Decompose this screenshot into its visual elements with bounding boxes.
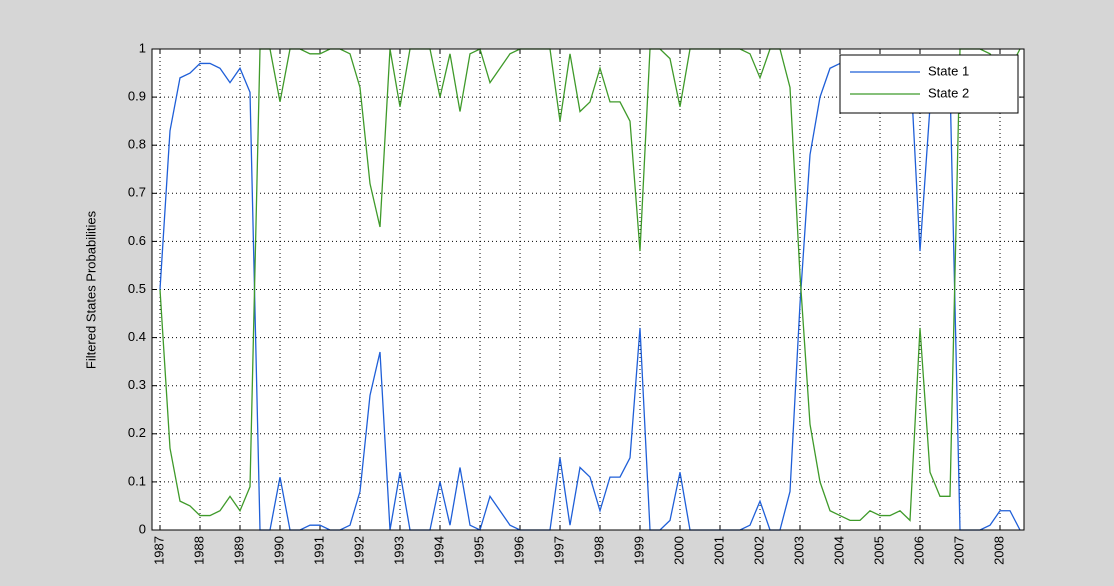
y-tick-label: 0.3 — [128, 377, 146, 392]
x-tick-label: 2002 — [751, 536, 766, 565]
y-tick-label: 0.9 — [128, 89, 146, 104]
axes-box — [151, 48, 1025, 531]
x-tick-label: 2006 — [911, 536, 926, 565]
x-tick-label: 1987 — [151, 536, 166, 565]
y-tick-label: 0.1 — [128, 473, 146, 488]
series-line — [159, 48, 1021, 522]
x-tick-label: 1998 — [591, 536, 606, 565]
x-tick-label: 1990 — [271, 536, 286, 565]
x-tick-label: 1997 — [551, 536, 566, 565]
y-tick-label: 0.4 — [128, 329, 146, 344]
y-tick-label: 0.6 — [128, 233, 146, 248]
x-tick-label: 2007 — [951, 536, 966, 565]
y-tick-label: 0 — [139, 521, 146, 536]
y-axis-label: Filtered States Probabilities — [83, 210, 98, 369]
x-tick-label: 2008 — [991, 536, 1006, 565]
x-tick-label: 1994 — [431, 536, 446, 565]
x-tick-label: 1988 — [191, 536, 206, 565]
x-tick-label: 2005 — [871, 536, 886, 565]
x-tick-label: 2003 — [791, 536, 806, 565]
x-tick-label: 2004 — [831, 536, 846, 565]
y-tick-label: 0.7 — [128, 185, 146, 200]
y-tick-label: 1 — [139, 40, 146, 55]
x-tick-label: 2000 — [671, 536, 686, 565]
x-tick-label: 1996 — [511, 536, 526, 565]
y-tick-label: 0.8 — [128, 137, 146, 152]
legend-label: State 2 — [928, 85, 969, 100]
x-tick-label: 1992 — [351, 536, 366, 565]
x-tick-label: 1993 — [391, 536, 406, 565]
y-tick-label: 0.5 — [128, 281, 146, 296]
x-tick-label: 1991 — [311, 536, 326, 565]
x-tick-label: 1999 — [631, 536, 646, 565]
y-tick-label: 0.2 — [128, 425, 146, 440]
x-tick-label: 1995 — [471, 536, 486, 565]
legend-box — [839, 54, 1019, 114]
x-tick-label: 2001 — [711, 536, 726, 565]
legend-label: State 1 — [928, 63, 969, 78]
x-tick-label: 1989 — [231, 536, 246, 565]
